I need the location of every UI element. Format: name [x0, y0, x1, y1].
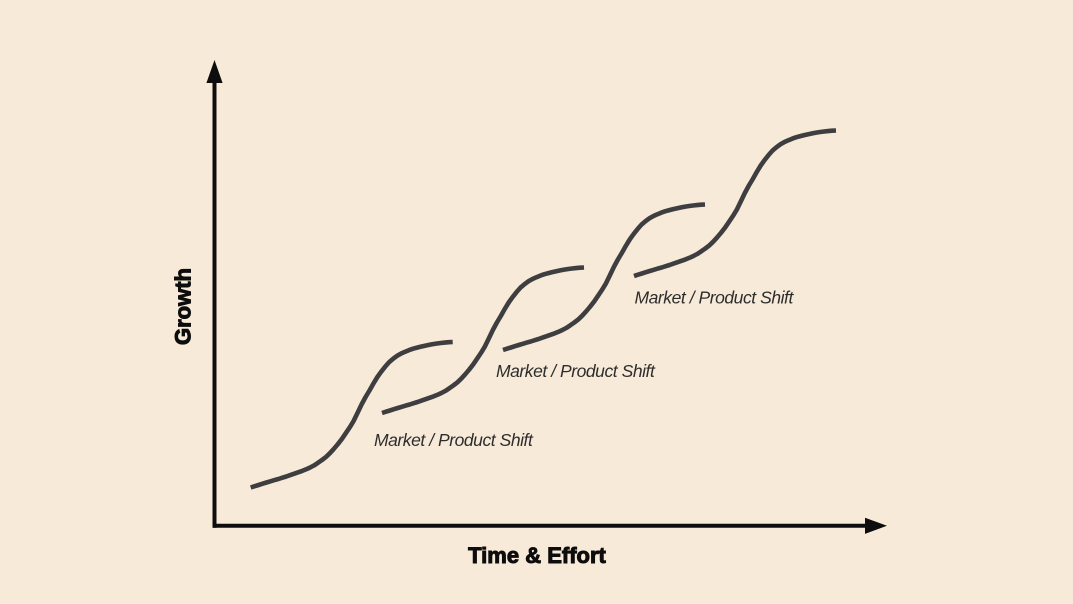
svg-text:Market / Product Shift: Market / Product Shift: [635, 287, 795, 307]
svg-text:Market / Product Shift: Market / Product Shift: [496, 361, 656, 381]
svg-text:Market / Product Shift: Market / Product Shift: [374, 430, 534, 450]
svg-text:Growth: Growth: [170, 268, 195, 345]
svg-text:Time & Effort: Time & Effort: [468, 543, 606, 568]
